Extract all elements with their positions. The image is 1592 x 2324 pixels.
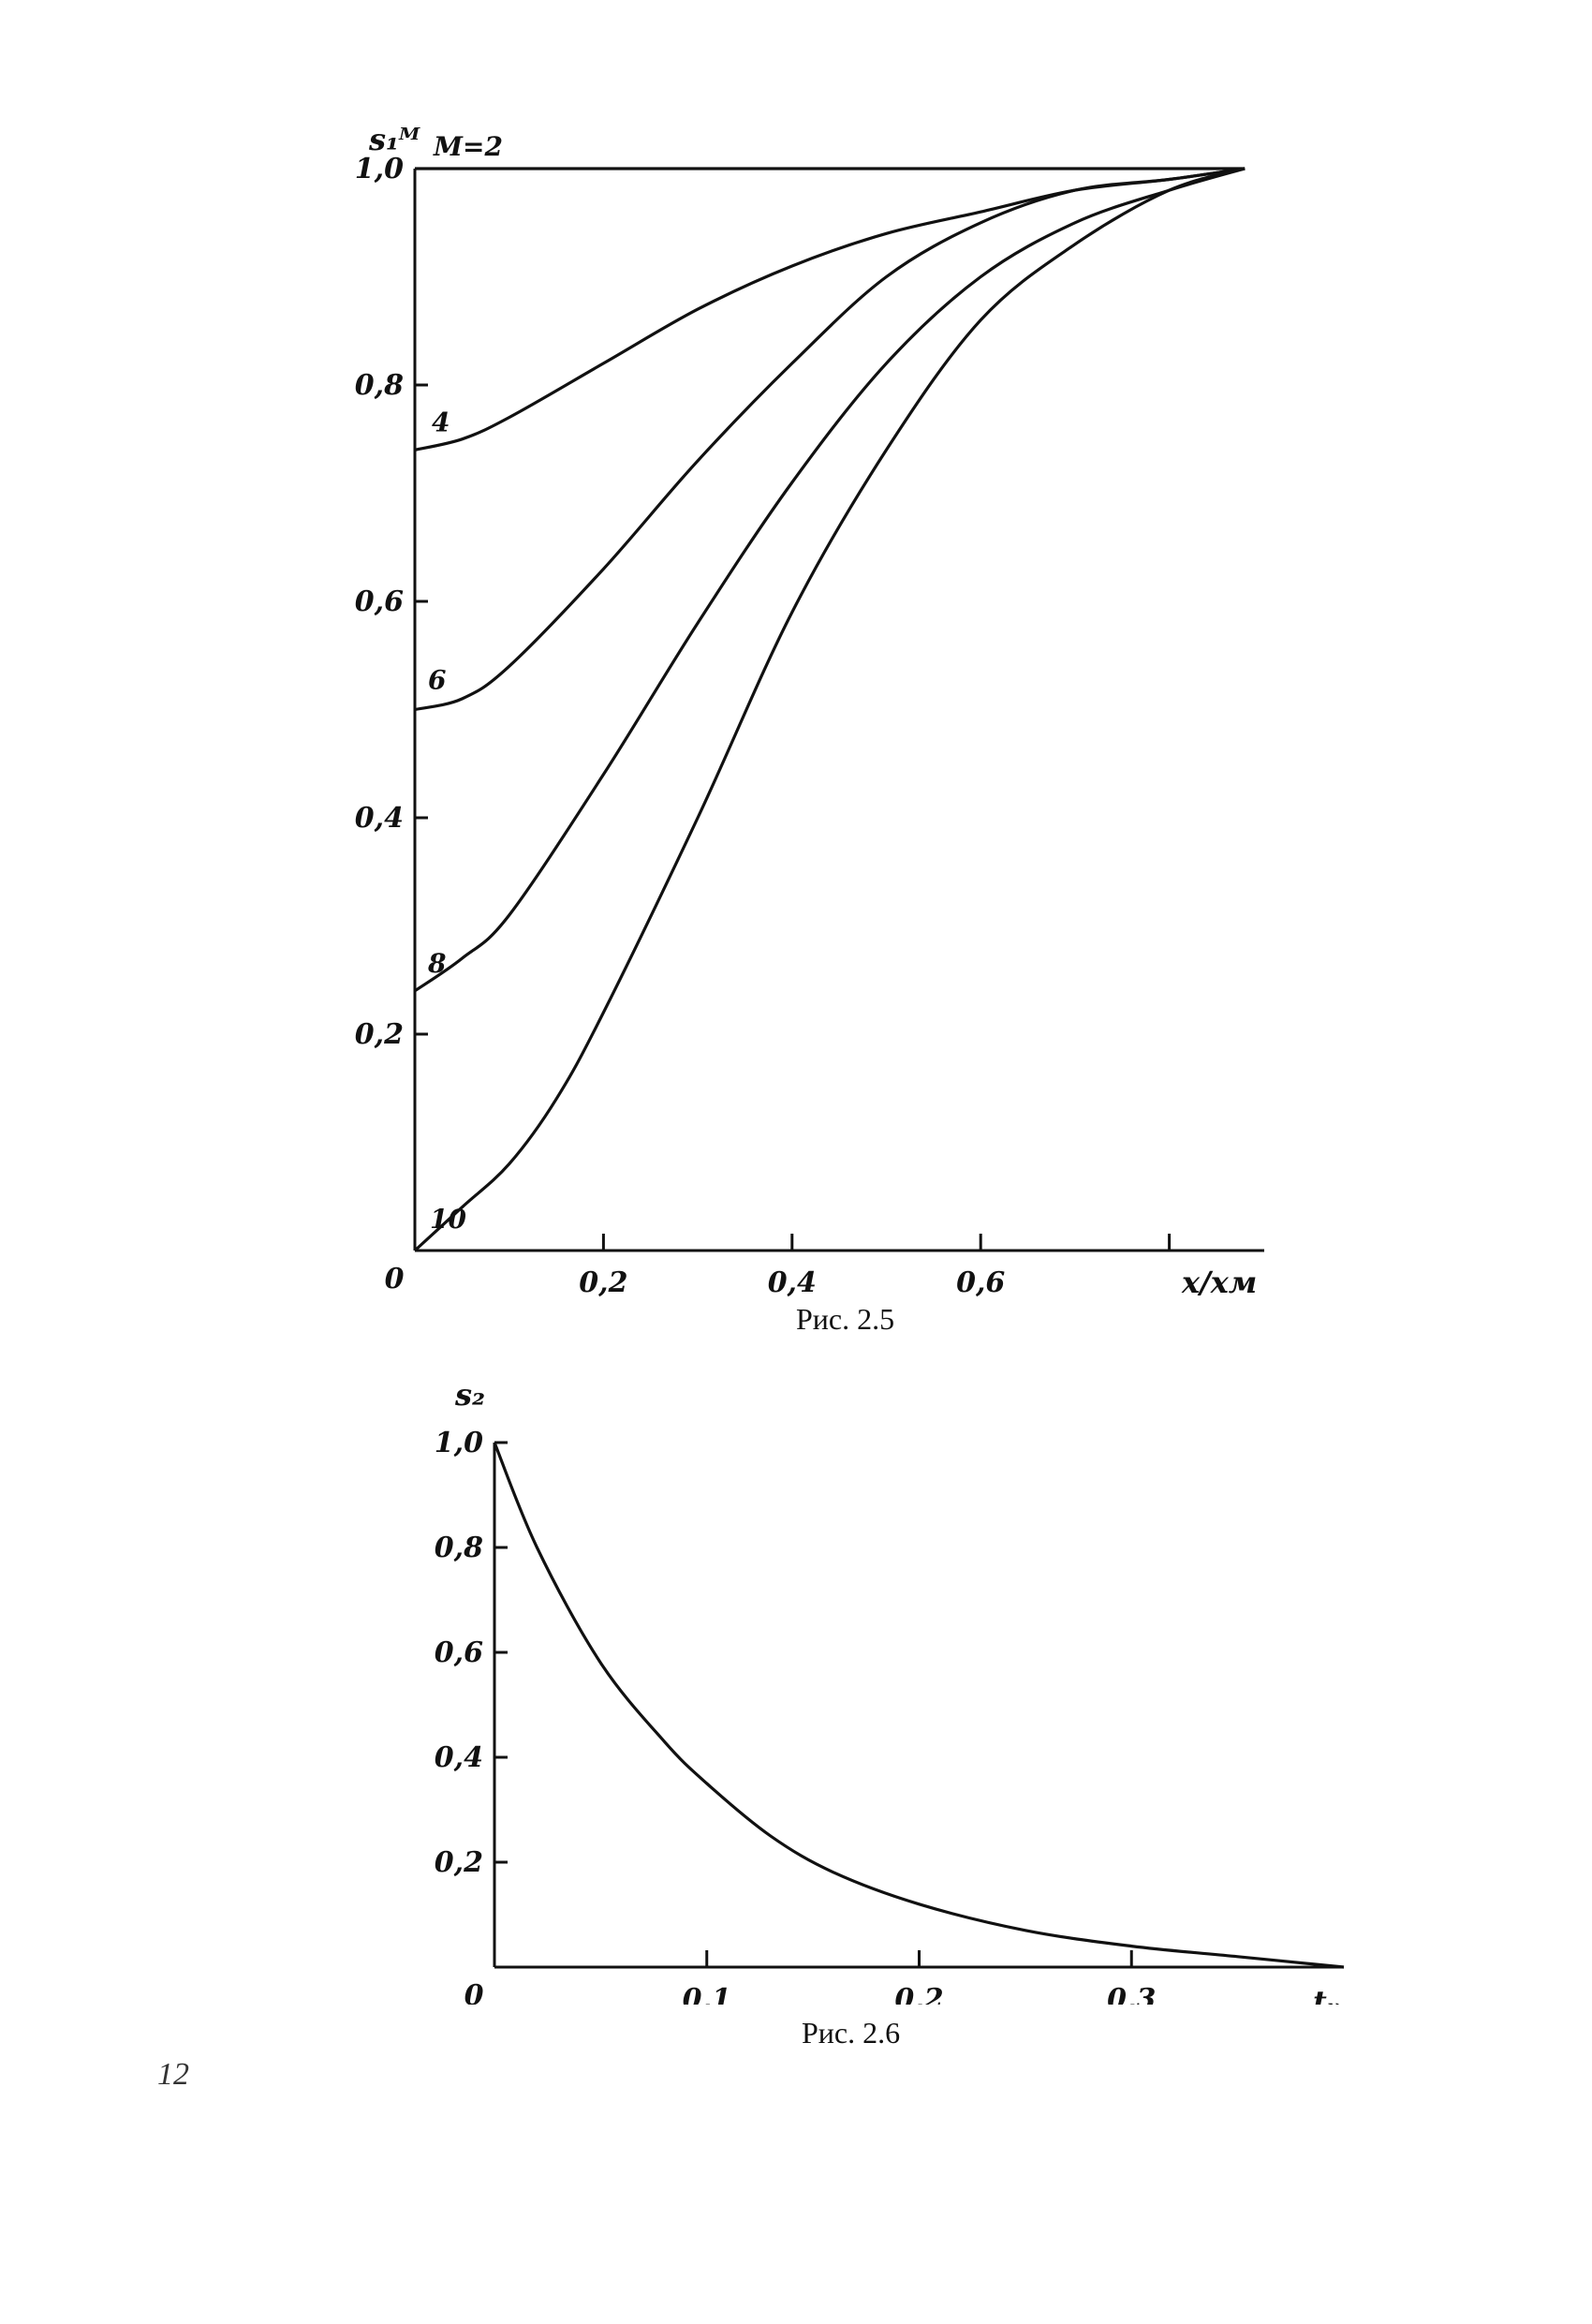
- series-label: 8: [427, 948, 446, 979]
- y-tick-label: 0,2: [355, 1018, 404, 1051]
- series-line-4: [414, 167, 1246, 451]
- x-tick-label: 0,2: [894, 1983, 943, 2005]
- y-tick-label: 0,6: [355, 585, 404, 618]
- figure-2-5-chart: 0,2 0,4 0,6 0,8 1,0 0,2 0,4 0,6 0 s₁ᴹ x/xм M=2 4 6 8 10: [355, 122, 1264, 1300]
- y-tick-label: 0,8: [435, 1532, 483, 1564]
- series-label: M=2: [433, 131, 503, 162]
- origin-label: 0: [385, 1263, 405, 1295]
- y-tick-label: 1,0: [355, 153, 404, 185]
- figure-2-6-chart: 0,2 0,4 0,6 0,8 1,0 0,1 0,2 0,3 0 s₂ tᵧ: [435, 1377, 1345, 2005]
- chart-labels: 0,2 0,4 0,6 0,8 1,0 0,1 0,2 0,3 0 s₂ tᵧ: [435, 1377, 1341, 2005]
- origin-label: 0: [464, 1979, 484, 2005]
- series-label: 10: [430, 1204, 466, 1235]
- page-number: 12: [157, 2057, 189, 2092]
- series-line-8: [414, 167, 1246, 993]
- figure-2-6-caption: Рис. 2.6: [802, 2016, 901, 2050]
- x-tick-label: 0,6: [956, 1266, 1005, 1299]
- x-axis-title: tᵧ: [1313, 1984, 1341, 2005]
- y-tick-label: 1,0: [435, 1427, 483, 1459]
- series-label: 4: [432, 407, 450, 437]
- x-tick-label: 0,2: [579, 1266, 627, 1299]
- y-axis-title: s₁ᴹ: [368, 122, 420, 157]
- figure-2-5-caption: Рис. 2.5: [796, 1302, 895, 1336]
- y-tick-label: 0,6: [435, 1636, 483, 1669]
- series-label: 6: [428, 665, 446, 696]
- series-line-1: [493, 1442, 1345, 1969]
- chart-curves: [493, 1442, 1345, 1969]
- chart-curves: [413, 167, 1246, 1252]
- x-tick-label: 0,3: [1107, 1983, 1156, 2005]
- x-tick-label: 0,4: [768, 1266, 817, 1299]
- x-tick-label: 0,1: [683, 1983, 731, 2005]
- chart-axes-and-ticks: [413, 167, 1264, 1252]
- series-line-6: [414, 167, 1246, 712]
- y-axis-title: s₂: [454, 1377, 485, 1413]
- y-tick-label: 0,8: [355, 369, 404, 402]
- y-tick-label: 0,4: [355, 802, 404, 835]
- chart-labels: 0,2 0,4 0,6 0,8 1,0 0,2 0,4 0,6 0 s₁ᴹ x/xм M=2 4 6 8 10: [355, 122, 1257, 1300]
- x-axis-title: x/xм: [1181, 1265, 1257, 1300]
- series-line-10: [413, 167, 1246, 1252]
- y-tick-label: 0,4: [435, 1741, 483, 1774]
- y-tick-label: 0,2: [435, 1846, 483, 1879]
- chart-axes-and-ticks: [493, 1441, 1344, 1969]
